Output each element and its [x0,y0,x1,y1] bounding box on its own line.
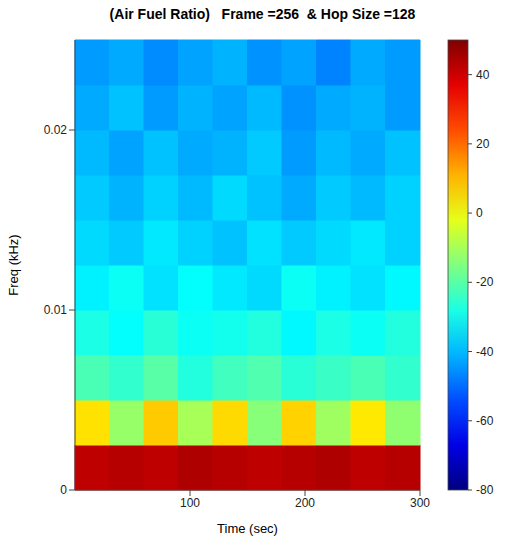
svg-text:Freq (kHz): Freq (kHz) [6,234,21,295]
svg-text:20: 20 [476,137,490,151]
svg-text:0.01: 0.01 [44,303,68,317]
svg-text:-80: -80 [476,483,494,497]
svg-text:100: 100 [180,496,200,510]
svg-text:-60: -60 [476,414,494,428]
svg-text:Time (sec): Time (sec) [217,521,278,536]
svg-text:-20: -20 [476,275,494,289]
svg-text:200: 200 [295,496,315,510]
svg-text:0: 0 [476,206,483,220]
svg-text:300: 300 [410,496,430,510]
svg-text:-40: -40 [476,345,494,359]
svg-text:0: 0 [60,483,67,497]
svg-text:40: 40 [476,68,490,82]
svg-text:0.02: 0.02 [44,123,68,137]
html-text:(Air Fuel Ratio) Frame =256 &: (Air Fuel Ratio) Frame =256 & Hop Size =… [109,6,416,22]
